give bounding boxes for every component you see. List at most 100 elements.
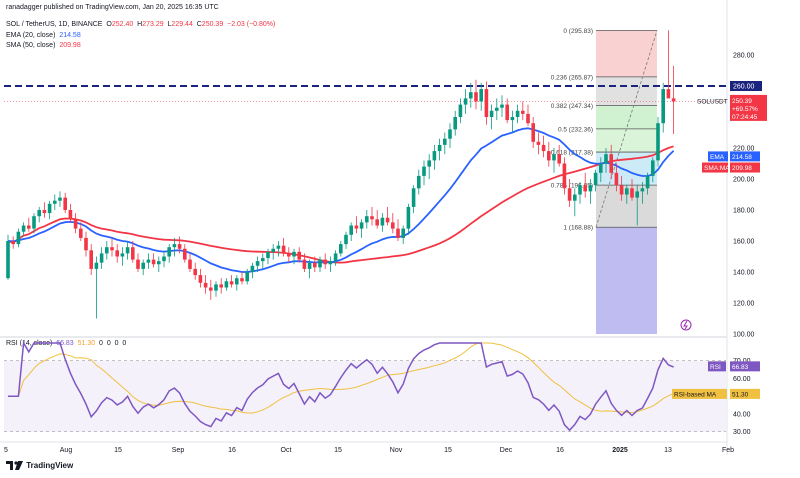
- sma-legend[interactable]: SMA (50, close) 209.98: [6, 41, 81, 50]
- candle-body: [515, 110, 520, 117]
- candle-body: [105, 247, 109, 254]
- candle-body: [396, 228, 400, 238]
- candle-body: [344, 234, 348, 245]
- candle-body: [588, 185, 593, 192]
- low-value: 229.44: [171, 21, 193, 28]
- time-tick-label: Feb: [722, 447, 734, 454]
- candle-body: [27, 225, 31, 229]
- open-value: 252.40: [111, 21, 134, 28]
- candle-body: [328, 261, 333, 265]
- close-value: 250.39: [201, 21, 224, 28]
- candle-body: [547, 151, 551, 161]
- candle-body: [115, 250, 119, 257]
- sma-tag-name-bg: [702, 162, 728, 173]
- symbol-name[interactable]: SOL / TetherUS, 1D, BINANCE: [6, 21, 103, 28]
- ema-legend[interactable]: EMA (20, close) 214.58: [6, 31, 81, 40]
- publisher-line: ranadagger published on TradingView.com,…: [6, 3, 219, 12]
- candle-body: [510, 117, 515, 121]
- candle-body: [661, 89, 665, 124]
- candle-body: [42, 210, 47, 214]
- ema-tag: [730, 151, 760, 162]
- fib-level-label: 0.618 (217.38): [551, 150, 593, 157]
- candle-body: [578, 185, 582, 195]
- candle-body: [365, 216, 369, 223]
- candle-body: [614, 172, 619, 186]
- candle-body: [443, 138, 447, 145]
- candle-body: [146, 259, 151, 263]
- candle-body: [188, 259, 192, 269]
- candle-body: [500, 104, 504, 108]
- resistance-tag: [730, 81, 762, 91]
- solusdt-tag-countdown: 07:24:45: [732, 114, 758, 121]
- candle-body: [32, 216, 36, 229]
- rsi-ma-legend-value: 51.30: [77, 340, 96, 347]
- candle-body: [448, 129, 452, 139]
- symbol-line: SOL / TetherUS, 1D, BINANCE O252.40 H273…: [6, 21, 276, 28]
- candle-body: [37, 210, 41, 217]
- candle-body: [671, 98, 676, 102]
- sma-legend-name: SMA (50, close): [6, 42, 56, 49]
- candle-body: [89, 250, 93, 269]
- time-tick-label: Oct: [281, 447, 292, 454]
- sma-legend-value: 209.98: [59, 42, 81, 49]
- ema-tag-name: EMA: [710, 154, 725, 161]
- rsi-tag-name-bg: [708, 361, 726, 372]
- candle-body: [292, 251, 296, 257]
- candle-body: [266, 251, 270, 259]
- fib-trend-line: [595, 30, 658, 228]
- price-tick-label: 220.00: [733, 146, 755, 153]
- candle-body: [250, 265, 255, 272]
- candle-body: [599, 163, 603, 173]
- tradingview-footer[interactable]: TradingView: [6, 461, 73, 471]
- price-tick-label: 100.00: [733, 332, 755, 339]
- candle-body: [219, 284, 223, 288]
- candle-body: [437, 144, 442, 152]
- candle-body: [640, 188, 645, 192]
- rsi-tick-label: 40.00: [733, 411, 751, 418]
- resistance-tag-label: 260.00: [733, 84, 755, 91]
- candle-body: [99, 253, 104, 263]
- candle-body: [583, 185, 587, 192]
- fib-zone: [596, 128, 657, 153]
- candle-body: [417, 175, 421, 189]
- candle-body: [141, 262, 145, 269]
- candle-body: [131, 247, 135, 260]
- price-tick-label: 120.00: [733, 301, 755, 308]
- time-tick-label: 16: [228, 447, 236, 454]
- ema-legend-value: 214.58: [59, 32, 81, 39]
- candle-body: [458, 104, 463, 117]
- candle-body: [68, 210, 73, 220]
- fib-level-label: 0.382 (247.34): [551, 103, 593, 110]
- rsi-legend-value: 66.83: [56, 340, 74, 347]
- candle-body: [666, 89, 671, 99]
- candle-body: [162, 256, 166, 262]
- candle-body: [625, 188, 629, 195]
- change-value: −2.03 (−0.80%): [227, 21, 276, 28]
- candle-body: [333, 253, 338, 262]
- candle-body: [198, 275, 203, 283]
- rsi-ma-tag-name-bg: [672, 388, 727, 399]
- candle-body: [656, 123, 660, 161]
- candle-body: [635, 191, 639, 198]
- candle-body: [427, 160, 431, 167]
- candle-body: [271, 248, 275, 252]
- candle-body: [495, 107, 499, 111]
- candle-body: [229, 281, 234, 285]
- time-tick-label: 15: [334, 447, 342, 454]
- rsi-legend[interactable]: RSI (14, close) 66.83 51.30 0 0 0 0: [6, 339, 126, 348]
- time-tick-label: Aug: [60, 447, 73, 454]
- fib-level-label: 0.236 (265.87): [551, 74, 593, 81]
- price-tick-label: 140.00: [733, 270, 755, 277]
- ema-tag-name-bg: [708, 151, 728, 162]
- candle-body: [58, 197, 62, 201]
- fib-level-label: 1 (168.88): [563, 225, 593, 232]
- candle-body: [484, 89, 489, 117]
- candle-body: [630, 188, 634, 198]
- candle-body: [63, 197, 67, 210]
- candle-body: [593, 172, 598, 186]
- rsi-ma-tag-name: RSI-based MA: [674, 391, 717, 398]
- candle-body: [323, 259, 327, 265]
- candle-body: [276, 245, 281, 249]
- candle-body: [53, 200, 57, 204]
